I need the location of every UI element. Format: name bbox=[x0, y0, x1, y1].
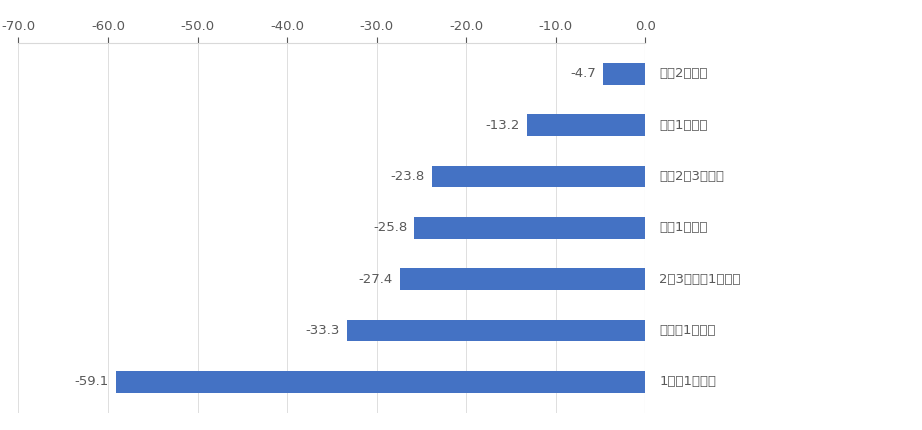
Text: 月に2～3回程度: 月に2～3回程度 bbox=[659, 170, 724, 183]
Text: -13.2: -13.2 bbox=[486, 119, 520, 132]
Bar bbox=[432, 166, 645, 187]
Bar bbox=[603, 63, 645, 85]
Text: 半年に1回程度: 半年に1回程度 bbox=[659, 324, 715, 337]
Bar bbox=[400, 268, 645, 290]
Text: -4.7: -4.7 bbox=[571, 68, 597, 80]
Text: 週に1回程度: 週に1回程度 bbox=[659, 119, 708, 132]
Bar bbox=[116, 371, 645, 393]
Bar bbox=[414, 217, 645, 239]
Text: -27.4: -27.4 bbox=[359, 273, 393, 286]
Text: 1年に1回程度: 1年に1回程度 bbox=[659, 375, 716, 388]
Text: -25.8: -25.8 bbox=[372, 221, 408, 234]
Text: -33.3: -33.3 bbox=[305, 324, 340, 337]
Bar bbox=[527, 114, 645, 136]
Text: -59.1: -59.1 bbox=[75, 375, 109, 388]
Text: -23.8: -23.8 bbox=[391, 170, 425, 183]
Text: 週に2回以上: 週に2回以上 bbox=[659, 68, 708, 80]
Bar bbox=[348, 320, 645, 341]
Text: 月に1回程度: 月に1回程度 bbox=[659, 221, 708, 234]
Text: 2～3か月に1回程度: 2～3か月に1回程度 bbox=[659, 273, 740, 286]
